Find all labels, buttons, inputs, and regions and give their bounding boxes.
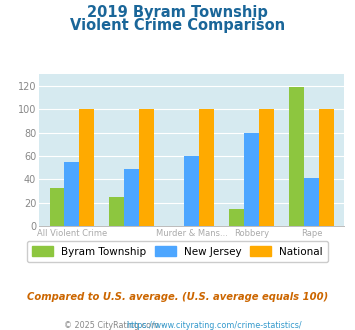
Text: © 2025 CityRating.com -: © 2025 CityRating.com - (64, 321, 167, 330)
Bar (289, 87, 304, 226)
Bar (139, 109, 154, 226)
Bar (65, 162, 80, 226)
Bar (184, 156, 199, 226)
Text: 2019 Byram Township: 2019 Byram Township (87, 5, 268, 20)
Bar (199, 109, 214, 226)
Text: Violent Crime Comparison: Violent Crime Comparison (70, 18, 285, 33)
Bar (229, 209, 244, 226)
Legend: Byram Township, New Jersey, National: Byram Township, New Jersey, National (27, 241, 328, 262)
Bar (50, 187, 65, 226)
Text: Aggravated Assault: Aggravated Assault (91, 241, 173, 250)
Text: Compared to U.S. average. (U.S. average equals 100): Compared to U.S. average. (U.S. average … (27, 292, 328, 302)
Bar (109, 197, 124, 226)
Bar (304, 178, 319, 226)
Bar (124, 169, 139, 226)
Bar (80, 109, 94, 226)
Bar (259, 109, 274, 226)
Text: https://www.cityrating.com/crime-statistics/: https://www.cityrating.com/crime-statist… (126, 321, 302, 330)
Bar (319, 109, 334, 226)
Bar (244, 133, 259, 226)
